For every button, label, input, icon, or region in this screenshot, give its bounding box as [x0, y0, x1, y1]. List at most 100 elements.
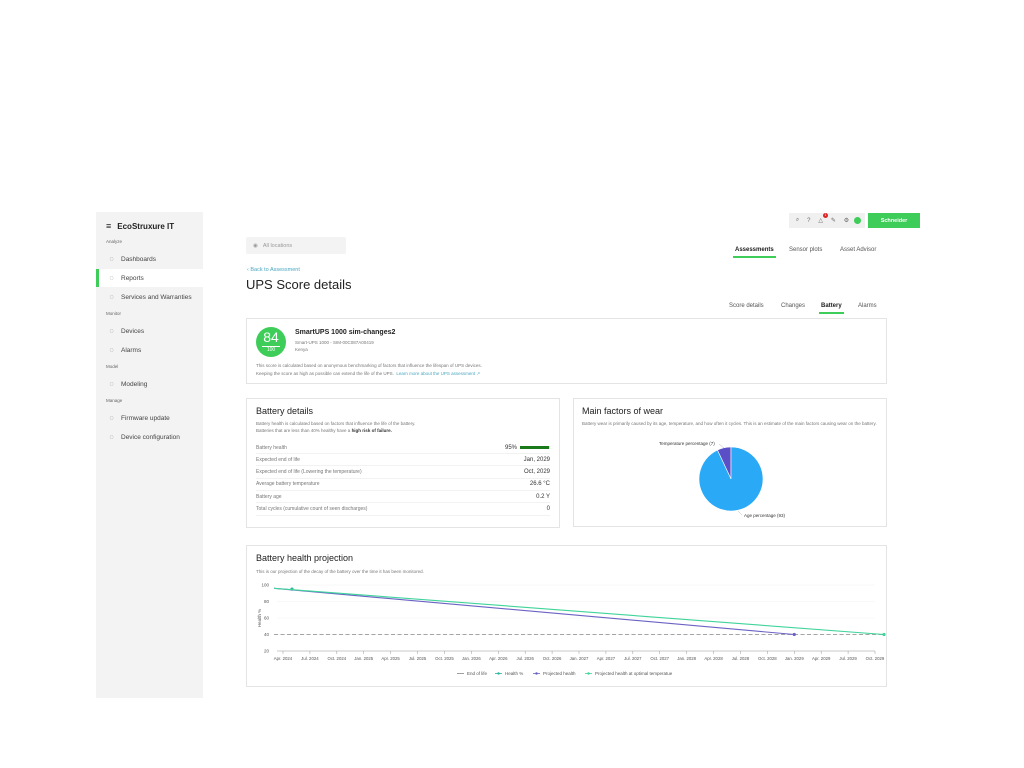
- battery-desc1: Battery health is calculated based on fa…: [256, 421, 416, 426]
- config-icon: ◌: [109, 433, 114, 441]
- x-tick-label: Oct. 2028: [758, 656, 777, 661]
- series-line-3: [273, 587, 885, 636]
- subtab-changes[interactable]: Changes: [781, 303, 806, 309]
- alarm-icon: ◌: [109, 346, 114, 354]
- battery-health-bar: [520, 446, 550, 449]
- x-tick-label: Oct. 2026: [543, 656, 562, 661]
- sidebar-item-label: Modeling: [121, 380, 148, 388]
- tab-asset-advisor[interactable]: Asset Advisor: [840, 247, 877, 253]
- pie-label: Age percentage (93): [744, 513, 786, 518]
- legend-label[interactable]: Projected health: [543, 671, 576, 676]
- subtab-alarms[interactable]: Alarms: [858, 303, 877, 309]
- sidebar-item-dashboards[interactable]: ◌ Dashboards: [96, 250, 203, 268]
- x-tick-label: Apr. 2027: [597, 656, 616, 661]
- score-description: This score is calculated based on anonym…: [256, 363, 482, 368]
- battery-health-fill: [520, 446, 549, 449]
- back-link-text[interactable]: Back to Assessment: [250, 267, 300, 273]
- pie-leader: [718, 443, 725, 449]
- y-tick-label: 80: [264, 599, 270, 604]
- battery-row-value: 0.2 Y: [536, 493, 550, 500]
- sidebar-item-alarms[interactable]: ◌ Alarms: [96, 341, 203, 359]
- bell-icon[interactable]: △ 1: [818, 213, 828, 224]
- subtab-score-details[interactable]: Score details: [729, 303, 764, 309]
- sidebar-item-reports[interactable]: ◌ Reports: [96, 269, 203, 287]
- score-card: 84 100 SmartUPS 1000 sim-changes2 Smart-…: [246, 318, 887, 384]
- x-tick-label: Apr. 2025: [381, 656, 400, 661]
- pie-leader: [737, 510, 743, 516]
- x-tick-label: Jan. 2027: [570, 656, 589, 661]
- location-selector[interactable]: ◉ All locations: [246, 237, 346, 254]
- search-icon[interactable]: ⌕: [795, 217, 800, 223]
- y-tick-label: 60: [264, 616, 270, 621]
- battery-row-value: Oct, 2029: [523, 469, 550, 476]
- pie-slice[interactable]: [698, 446, 764, 512]
- back-link[interactable]: ‹ Back to Assessment: [247, 267, 300, 273]
- toolbar-icons: ⌕ ? △ 1 ✎ ⚙: [789, 213, 865, 228]
- logo: ≡ EcoStruxure IT: [106, 221, 174, 231]
- help-icon[interactable]: ?: [807, 217, 811, 224]
- settings-icon[interactable]: ⚙: [843, 218, 850, 224]
- external-link-icon[interactable]: ↗: [476, 371, 481, 376]
- legend-marker: [497, 672, 500, 675]
- score-description-2: Keeping the score as high as possible ca…: [256, 370, 480, 377]
- y-axis-label: Health %: [257, 609, 262, 627]
- report-icon: ◌: [109, 274, 114, 282]
- x-tick-label: Jan. 2025: [354, 656, 373, 661]
- legend-label[interactable]: Health %: [505, 671, 523, 676]
- battery-row-label: Battery health: [256, 444, 287, 451]
- battery-row-value: 26.6 °C: [529, 481, 550, 488]
- device-location: Kenya: [295, 347, 308, 352]
- menu-icon[interactable]: ≡: [106, 221, 112, 231]
- y-tick-label: 40: [264, 632, 270, 637]
- sidebar-item-devices[interactable]: ◌ Devices: [96, 322, 203, 340]
- sidebar-item-label: Services and Warranties: [121, 293, 192, 301]
- data-point[interactable]: [792, 632, 796, 637]
- schneider-button[interactable]: Schneider: [868, 213, 920, 228]
- sidebar-item-firmware-update[interactable]: ◌ Firmware update: [96, 409, 203, 427]
- series-line-2: [273, 587, 795, 636]
- services-icon: ◌: [109, 293, 114, 301]
- score-desc2-text: Keeping the score as high as possible ca…: [256, 371, 394, 376]
- score-max: 100: [262, 346, 280, 354]
- score-badge: 84 100: [256, 327, 286, 357]
- page-title: UPS Score details: [246, 277, 352, 292]
- user-avatar[interactable]: [853, 217, 861, 224]
- tab-assessments[interactable]: Assessments: [733, 247, 776, 258]
- x-tick-label: Jan. 2028: [677, 656, 696, 661]
- x-tick-label: Apr. 2029: [812, 656, 831, 661]
- dashboard-icon: ◌: [109, 255, 114, 263]
- battery-row: Battery age 0.2 Y: [256, 491, 550, 504]
- feedback-icon[interactable]: ✎: [830, 218, 836, 224]
- sidebar-item-device-configuration[interactable]: ◌ Device configuration: [96, 428, 203, 446]
- tab-sensor-plots[interactable]: Sensor plots: [789, 247, 823, 253]
- sidebar-section-label: Monitor: [106, 311, 122, 316]
- projection-line-chart: 20 40 60 80 100 Health % Apr. 2024 Jul. 2024 Oct…: [257, 583, 886, 676]
- battery-row: Expected end of life (Lowering the tempe…: [256, 467, 550, 479]
- data-point[interactable]: [882, 632, 886, 637]
- battery-desc2-bold: high risk of failure.: [351, 428, 392, 433]
- legend-label[interactable]: Projected health at optimal temperatue: [595, 671, 673, 676]
- modeling-icon: ◌: [109, 380, 114, 388]
- learn-more-link[interactable]: Learn more about the UPS assessment: [396, 371, 476, 376]
- wear-pie-chart: Temperature percentage (7) Age percentage…: [659, 441, 786, 518]
- x-tick-label: Apr. 2028: [704, 656, 723, 661]
- x-tick-label: Oct. 2027: [650, 656, 669, 661]
- x-tick-label: Jul. 2028: [732, 656, 750, 661]
- legend-label[interactable]: End of life: [467, 671, 488, 676]
- sidebar-item-label: Device configuration: [121, 433, 180, 441]
- wear-title: Main factors of wear: [582, 406, 664, 416]
- battery-row-value: 0: [546, 506, 550, 512]
- battery-row-label: Battery age: [256, 493, 282, 500]
- notification-badge: 1: [822, 213, 828, 218]
- legend-marker: [535, 672, 538, 675]
- battery-desc2-text: Batteries that are less than 40% healthy…: [256, 428, 352, 433]
- subtab-battery[interactable]: Battery: [819, 303, 844, 314]
- battery-row: Average battery temperature 26.6 °C: [256, 479, 550, 491]
- battery-details-title: Battery details: [256, 406, 314, 416]
- pie-label: Temperature percentage (7): [659, 441, 715, 446]
- x-tick-label: Oct. 2029: [866, 656, 885, 661]
- sidebar-item-modeling[interactable]: ◌ Modeling: [96, 375, 203, 393]
- battery-row-label: Average battery temperature: [256, 481, 320, 488]
- sidebar-item-services-and-warranties[interactable]: ◌ Services and Warranties: [96, 288, 203, 306]
- device-icon: ◌: [109, 327, 114, 335]
